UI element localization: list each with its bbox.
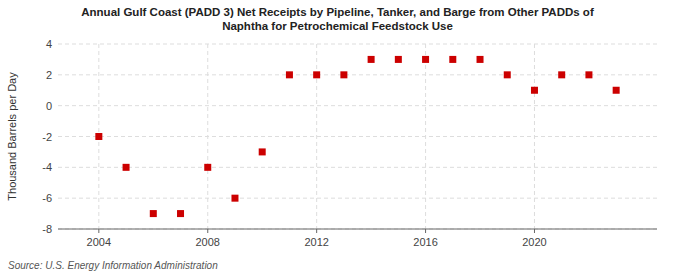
grid xyxy=(58,44,657,229)
point xyxy=(231,195,238,202)
grid-line-y xyxy=(58,136,657,137)
point xyxy=(204,164,211,171)
title-line: Naphtha for Petrochemical Feedstock Use xyxy=(222,20,453,32)
title: Annual Gulf Coast (PADD 3) Net Receipts … xyxy=(81,6,594,32)
point xyxy=(368,56,375,63)
point xyxy=(286,71,293,78)
point xyxy=(504,71,511,78)
grid-line-y xyxy=(58,105,657,106)
axes: -8 -6 -4 -2 0 2 4 2004 2008 2012 2016 2020 xyxy=(42,38,657,248)
grid-line-y xyxy=(58,229,657,230)
source: Source: U.S. Energy Information Administ… xyxy=(8,260,218,271)
grid-line-y xyxy=(58,44,657,45)
point xyxy=(150,210,157,217)
point xyxy=(422,56,429,63)
x-tick-label: 2012 xyxy=(304,236,328,248)
x-tick xyxy=(534,229,535,233)
x-tick-label: 2004 xyxy=(87,236,111,248)
point xyxy=(558,71,565,78)
y-tick-label: 0 xyxy=(46,100,52,112)
y-tick-label: -6 xyxy=(42,192,52,204)
x-tick-label: 2008 xyxy=(196,236,220,248)
grid-line-y xyxy=(58,74,657,75)
grid-line-x xyxy=(207,44,208,229)
point xyxy=(477,56,484,63)
point xyxy=(395,56,402,63)
chart-svg: Annual Gulf Coast (PADD 3) Net Receipts … xyxy=(0,0,675,275)
point xyxy=(259,148,266,155)
grid-line-y xyxy=(58,198,657,199)
y-tick-label: -8 xyxy=(42,223,52,235)
title-line: Annual Gulf Coast (PADD 3) Net Receipts … xyxy=(81,6,594,18)
x-axis-line xyxy=(58,229,657,230)
y-tick-label: 2 xyxy=(46,69,52,81)
grid-line-x xyxy=(425,44,426,229)
x-tick xyxy=(316,229,317,233)
point xyxy=(313,71,320,78)
x-tick xyxy=(98,229,99,233)
x-tick xyxy=(425,229,426,233)
point xyxy=(95,133,102,140)
y-tick-label: -4 xyxy=(42,161,52,173)
grid-line-y xyxy=(58,167,657,168)
y-tick-label: 4 xyxy=(46,38,52,50)
point xyxy=(177,210,184,217)
y-tick-label: -2 xyxy=(42,131,52,143)
point xyxy=(340,71,347,78)
point xyxy=(123,164,130,171)
x-tick-label: 2016 xyxy=(413,236,437,248)
x-tick xyxy=(207,229,208,233)
y-axis-label: Thousand Barrels per Day xyxy=(6,72,18,201)
x-tick-label: 2020 xyxy=(522,236,546,248)
chart-container: Annual Gulf Coast (PADD 3) Net Receipts … xyxy=(0,0,675,275)
point xyxy=(613,87,620,94)
point xyxy=(585,71,592,78)
points xyxy=(95,56,619,217)
point xyxy=(449,56,456,63)
point xyxy=(531,87,538,94)
grid-line-x xyxy=(534,44,535,229)
